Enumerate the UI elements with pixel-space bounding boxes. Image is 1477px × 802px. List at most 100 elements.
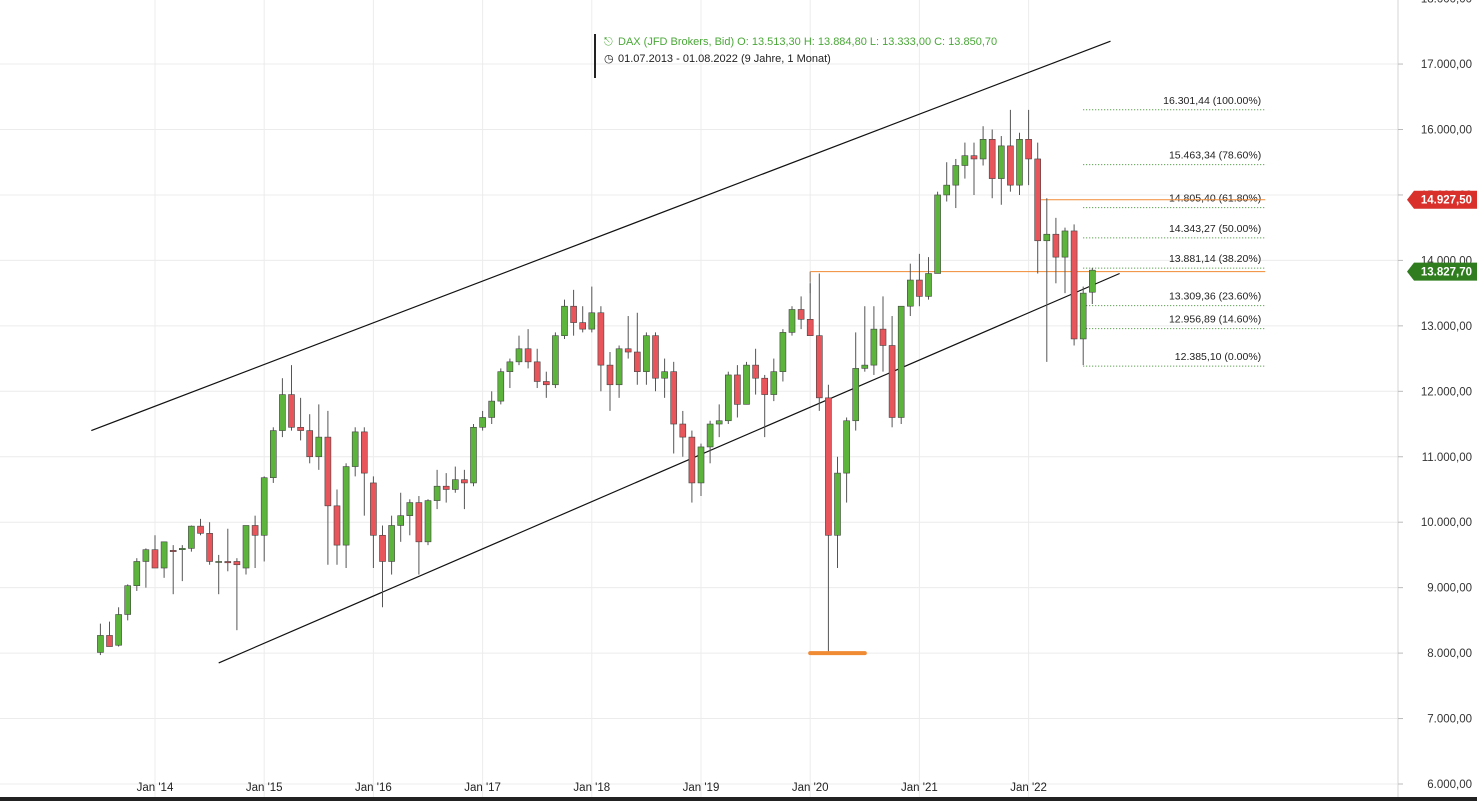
candle-body bbox=[652, 335, 659, 379]
candle bbox=[979, 126, 987, 166]
candle-body bbox=[588, 312, 596, 330]
candle bbox=[806, 283, 814, 336]
candle-body bbox=[679, 423, 687, 438]
candle bbox=[451, 466, 459, 493]
candle-body bbox=[233, 561, 241, 566]
candle-body bbox=[943, 184, 951, 196]
candle-body bbox=[552, 335, 559, 386]
candle bbox=[925, 257, 932, 300]
candle bbox=[724, 371, 732, 425]
candle bbox=[834, 456, 841, 569]
candle-body bbox=[906, 279, 914, 307]
candle bbox=[943, 162, 951, 202]
x-axis: Jan '14 Jan '15 Jan '16 Jan '17 Jan '18 Jan '… bbox=[0, 782, 1477, 801]
candle bbox=[734, 365, 741, 418]
candlesticks bbox=[97, 109, 1096, 656]
candle-body bbox=[743, 364, 750, 405]
candle bbox=[1079, 286, 1087, 366]
y-tick-label: 13.000,00 bbox=[1421, 321, 1472, 333]
candle bbox=[142, 548, 150, 588]
price-badge-shape bbox=[1407, 190, 1477, 209]
candle bbox=[351, 427, 359, 477]
date-range: 01.07.2013 - 01.08.2022 (9 Jahre, 1 Mona… bbox=[618, 53, 831, 65]
candle bbox=[779, 329, 787, 382]
y-axis: 6.000,00 7.000,00 8.000,00 9.000,00 10.000,0… bbox=[1397, 0, 1472, 797]
channel-line-upper bbox=[91, 40, 1111, 432]
candle bbox=[1052, 217, 1060, 284]
candle bbox=[515, 335, 523, 366]
candle bbox=[715, 404, 723, 438]
candle bbox=[934, 191, 941, 274]
candle-body bbox=[979, 139, 987, 160]
candle bbox=[433, 469, 441, 510]
candle-body bbox=[561, 305, 568, 336]
candle bbox=[370, 476, 377, 569]
candle bbox=[197, 518, 204, 536]
candle-body bbox=[925, 273, 932, 297]
candle bbox=[497, 368, 505, 405]
price-badge: 13.827,70 bbox=[1407, 262, 1477, 281]
candle-body bbox=[861, 364, 869, 369]
candle bbox=[215, 554, 222, 595]
candle bbox=[1070, 224, 1078, 346]
candle-body bbox=[788, 309, 796, 333]
candle-body bbox=[724, 374, 732, 422]
candle bbox=[415, 496, 423, 575]
candle-body bbox=[397, 515, 405, 526]
candle-body bbox=[242, 525, 250, 569]
fib-level-label: 12.956,89 (14.60%) bbox=[1169, 314, 1261, 326]
candle-body bbox=[1052, 233, 1060, 258]
candle-body bbox=[1034, 158, 1041, 242]
chart-grid bbox=[0, 0, 1398, 797]
candle-body bbox=[415, 502, 423, 543]
x-tick-label: Jan '18 bbox=[573, 782, 610, 794]
candle-body bbox=[579, 322, 587, 330]
candle-body bbox=[142, 549, 150, 562]
candle-body bbox=[215, 561, 222, 563]
candle-body bbox=[515, 348, 523, 363]
y-tick-label: 12.000,00 bbox=[1421, 386, 1472, 398]
candle-body bbox=[497, 371, 505, 402]
x-tick-label: Jan '15 bbox=[246, 782, 283, 794]
candle bbox=[461, 469, 468, 510]
candle bbox=[852, 332, 860, 431]
candle bbox=[260, 476, 268, 562]
candle bbox=[552, 332, 559, 389]
candle-body bbox=[297, 426, 304, 431]
candle bbox=[870, 306, 878, 375]
candle bbox=[470, 424, 477, 487]
candle-body bbox=[333, 505, 341, 546]
candle-body bbox=[706, 423, 714, 448]
candle-body bbox=[370, 482, 377, 536]
candle bbox=[288, 365, 295, 431]
candle bbox=[488, 391, 496, 425]
y-tick-label: 17.000,00 bbox=[1421, 59, 1472, 71]
candle bbox=[379, 525, 386, 608]
fib-level-label: 14.805,40 (61.80%) bbox=[1169, 193, 1261, 205]
x-tick-label: Jan '17 bbox=[464, 782, 501, 794]
fib-level-label: 16.301,44 (100.00%) bbox=[1163, 95, 1261, 107]
candle bbox=[406, 499, 414, 536]
candle-body bbox=[151, 549, 159, 569]
candle-body bbox=[1070, 230, 1078, 340]
candle-body bbox=[1061, 230, 1069, 258]
candle-body bbox=[251, 525, 259, 536]
candle bbox=[615, 345, 623, 398]
candle bbox=[542, 371, 550, 398]
candle bbox=[697, 443, 705, 497]
candle bbox=[633, 312, 641, 385]
candle-body bbox=[1043, 233, 1051, 242]
candle-body bbox=[797, 309, 805, 320]
candle-body bbox=[115, 614, 122, 646]
candle-body bbox=[815, 335, 823, 399]
candle bbox=[961, 142, 969, 179]
price-badge-label: 13.827,70 bbox=[1421, 267, 1472, 279]
candle bbox=[1007, 109, 1014, 192]
candle-body bbox=[306, 430, 314, 458]
candle-body bbox=[533, 361, 541, 382]
candle-body bbox=[124, 585, 131, 615]
fib-level-label: 15.463,34 (78.60%) bbox=[1169, 150, 1261, 162]
candle bbox=[315, 404, 323, 470]
candle-body bbox=[542, 381, 550, 386]
